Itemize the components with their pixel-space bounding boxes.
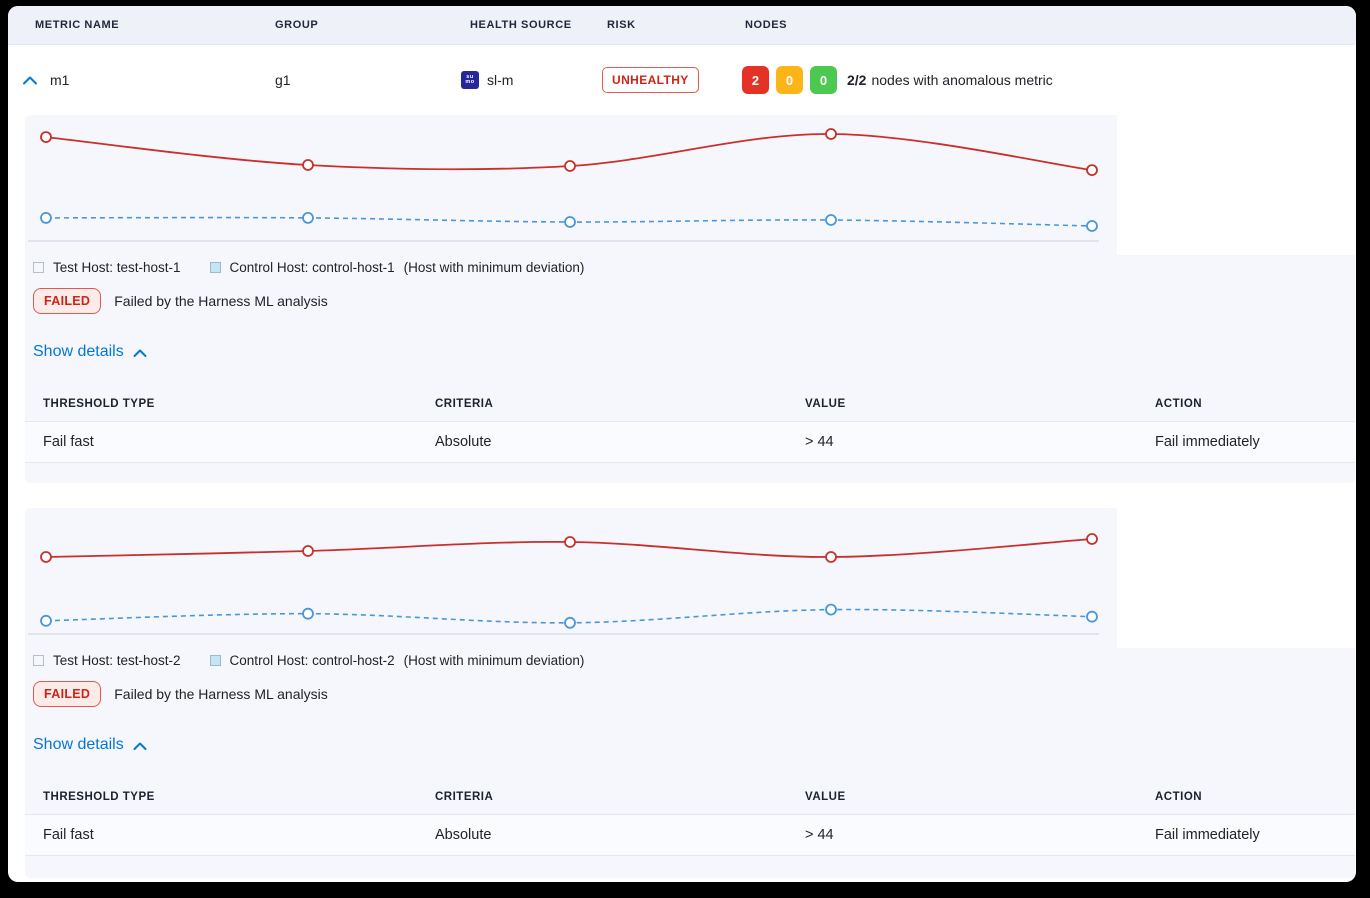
col-criteria: CRITERIA bbox=[435, 791, 494, 803]
verification-panel: METRIC NAME GROUP HEALTH SOURCE RISK NOD… bbox=[8, 6, 1356, 882]
table-row: Fail fast Absolute > 44 Fail immediately bbox=[25, 814, 1355, 856]
metric-timeseries-chart-2 bbox=[28, 533, 1099, 635]
action-value: Fail immediately bbox=[1155, 434, 1260, 450]
threshold-type-value: Fail fast bbox=[43, 827, 94, 843]
test-host-label: Test Host: test-host-1 bbox=[53, 259, 181, 275]
col-criteria: CRITERIA bbox=[435, 398, 494, 410]
legend-control-host-1[interactable]: Control Host: control-host-1 bbox=[209, 259, 395, 275]
metric-summary-row: m1 g1 su mo sl-m UNHEALTHY 2 0 0 2/2 node… bbox=[8, 45, 1356, 115]
col-threshold-type: THRESHOLD TYPE bbox=[43, 398, 155, 410]
node-analysis-card-1: Test Host: test-host-1 Control Host: con… bbox=[25, 115, 1355, 483]
chart-wrap-1 bbox=[25, 115, 1103, 255]
nodes-ratio: 2/2 bbox=[847, 72, 867, 88]
legend-control-host-2[interactable]: Control Host: control-host-2 bbox=[209, 652, 395, 668]
value-value: > 44 bbox=[805, 434, 834, 450]
group-value: g1 bbox=[275, 72, 291, 88]
failed-badge: FAILED bbox=[33, 287, 102, 314]
show-details-label: Show details bbox=[33, 736, 124, 753]
test-host-label: Test Host: test-host-2 bbox=[53, 652, 181, 668]
chevron-up-icon bbox=[133, 349, 147, 357]
deviation-note: (Host with minimum deviation) bbox=[403, 652, 585, 668]
show-details-link-2[interactable]: Show details bbox=[33, 734, 147, 756]
table-header-row: THRESHOLD TYPE CRITERIA VALUE ACTION bbox=[25, 387, 1355, 421]
sumologic-icon-text-top: su bbox=[466, 73, 474, 80]
chart-legend-1: Test Host: test-host-1 Control Host: con… bbox=[33, 256, 584, 278]
risk-cell: UNHEALTHY bbox=[602, 45, 699, 115]
test-host-swatch-icon bbox=[33, 261, 44, 273]
threshold-type-value: Fail fast bbox=[43, 434, 94, 450]
show-details-link-1[interactable]: Show details bbox=[33, 341, 147, 363]
criteria-value: Absolute bbox=[435, 434, 492, 450]
control-host-label: Control Host: control-host-1 bbox=[229, 259, 395, 275]
failed-badge: FAILED bbox=[33, 680, 102, 707]
chart-legend-2: Test Host: test-host-2 Control Host: con… bbox=[33, 649, 584, 671]
col-value: VALUE bbox=[805, 398, 846, 410]
control-host-label: Control Host: control-host-2 bbox=[229, 652, 395, 668]
node-count-healthy-badge: 0 bbox=[810, 66, 837, 94]
col-value: VALUE bbox=[805, 791, 846, 803]
legend-test-host-2[interactable]: Test Host: test-host-2 bbox=[33, 653, 181, 668]
metrics-table-header: METRIC NAME GROUP HEALTH SOURCE RISK NOD… bbox=[8, 6, 1356, 45]
col-action: ACTION bbox=[1155, 398, 1203, 410]
metric-name-value: m1 bbox=[50, 72, 70, 88]
sumologic-icon-text-bottom: mo bbox=[465, 79, 475, 85]
column-metric-name: METRIC NAME bbox=[35, 19, 120, 31]
nodes-label: nodes with anomalous metric bbox=[871, 72, 1053, 88]
control-host-swatch-icon bbox=[209, 654, 221, 666]
node-analysis-card-2: Test Host: test-host-2 Control Host: con… bbox=[25, 508, 1355, 878]
chart-side-area-2 bbox=[1117, 508, 1355, 648]
failed-message: Failed by the Harness ML analysis bbox=[114, 292, 328, 309]
collapse-row-button[interactable] bbox=[22, 45, 38, 115]
control-host-swatch-icon bbox=[209, 261, 221, 273]
column-risk: RISK bbox=[607, 19, 636, 31]
chart-side-area-1 bbox=[1117, 115, 1355, 255]
table-row: Fail fast Absolute > 44 Fail immediately bbox=[25, 421, 1355, 463]
deviation-note: (Host with minimum deviation) bbox=[403, 259, 585, 275]
chevron-up-icon bbox=[133, 742, 147, 750]
criteria-value: Absolute bbox=[435, 827, 492, 843]
column-group: GROUP bbox=[275, 19, 319, 31]
node-count-unhealthy-badge: 2 bbox=[742, 66, 769, 94]
legend-test-host-1[interactable]: Test Host: test-host-1 bbox=[33, 260, 181, 275]
nodes-summary-text: 2/2 nodes with anomalous metric bbox=[847, 72, 1053, 88]
threshold-details-table-1: THRESHOLD TYPE CRITERIA VALUE ACTION Fai… bbox=[25, 387, 1355, 463]
action-value: Fail immediately bbox=[1155, 827, 1260, 843]
health-source-label: sl-m bbox=[487, 72, 514, 88]
failed-message: Failed by the Harness ML analysis bbox=[114, 685, 328, 702]
show-details-label: Show details bbox=[33, 343, 124, 360]
col-action: ACTION bbox=[1155, 791, 1203, 803]
node-count-observe-badge: 0 bbox=[776, 66, 803, 94]
risk-badge: UNHEALTHY bbox=[602, 67, 699, 93]
chevron-up-icon bbox=[23, 76, 37, 84]
analysis-result-row-1: FAILED Failed by the Harness ML analysis bbox=[33, 287, 328, 314]
col-threshold-type: THRESHOLD TYPE bbox=[43, 791, 155, 803]
threshold-details-table-2: THRESHOLD TYPE CRITERIA VALUE ACTION Fai… bbox=[25, 780, 1355, 856]
health-source-value: su mo sl-m bbox=[461, 45, 513, 115]
column-health-source: HEALTH SOURCE bbox=[470, 19, 572, 31]
column-nodes: NODES bbox=[745, 19, 788, 31]
metric-timeseries-chart-1 bbox=[28, 128, 1099, 242]
test-host-swatch-icon bbox=[33, 654, 44, 666]
chart-wrap-2 bbox=[25, 508, 1103, 648]
value-value: > 44 bbox=[805, 827, 834, 843]
sumologic-icon: su mo bbox=[461, 71, 479, 89]
nodes-cell: 2 0 0 2/2 nodes with anomalous metric bbox=[742, 45, 1053, 115]
analysis-result-row-2: FAILED Failed by the Harness ML analysis bbox=[33, 680, 328, 707]
table-header-row: THRESHOLD TYPE CRITERIA VALUE ACTION bbox=[25, 780, 1355, 814]
